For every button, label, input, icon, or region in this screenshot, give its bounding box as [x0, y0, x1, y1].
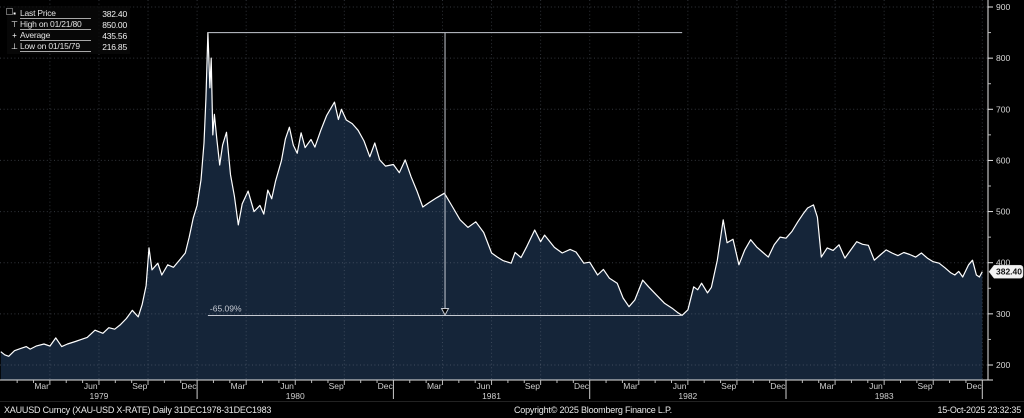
x-month-label: Jun — [84, 381, 98, 391]
x-month-label: Mar — [34, 381, 49, 391]
price-area-fill — [0, 32, 983, 380]
x-year-label: 1983 — [875, 391, 894, 401]
x-month-label: Dec — [378, 381, 394, 391]
x-month-label: Dec — [181, 381, 197, 391]
x-month-label: Sep — [525, 381, 540, 391]
x-month-label: Mar — [623, 381, 638, 391]
y-axis-label: 400 — [996, 258, 1010, 268]
legend-expand-box[interactable] — [6, 8, 13, 15]
x-month-label: Dec — [574, 381, 590, 391]
chart-legend: ▪ Last Price 382.40 ⊤ High on 01/21/80 8… — [6, 6, 130, 54]
timestamp: 15-Oct-2025 23:32:35 — [937, 405, 1021, 415]
legend-row-high[interactable]: ⊤ High on 01/21/80 850.00 — [9, 19, 127, 30]
legend-label: Low on 01/15/79 — [20, 41, 91, 52]
ruler-percent-label: -65.09% — [210, 303, 242, 313]
x-month-label: Sep — [917, 381, 932, 391]
x-month-label: Jun — [280, 381, 294, 391]
security-description: XAUUSD Curncy (XAU-USD X-RATE) Daily 31D… — [4, 405, 272, 415]
y-axis-label: 800 — [996, 53, 1010, 63]
average-marker-icon: + — [12, 30, 17, 40]
y-axis-label: 700 — [996, 104, 1010, 114]
x-month-label: Dec — [770, 381, 786, 391]
legend-row-low[interactable]: ⊥ Low on 01/15/79 216.85 — [9, 41, 127, 52]
status-bar: XAUUSD Curncy (XAU-USD X-RATE) Daily 31D… — [0, 401, 1024, 418]
y-axis-label: 600 — [996, 155, 1010, 165]
legend-label: Average — [20, 30, 91, 41]
down-arrow-icon — [440, 307, 450, 317]
x-year-label: 1979 — [89, 391, 108, 401]
legend-label: Last Price — [20, 8, 91, 19]
x-year-label: 1982 — [678, 391, 697, 401]
last-price-badge — [988, 264, 1024, 279]
x-month-label: Jun — [869, 381, 883, 391]
x-month-label: Sep — [329, 381, 344, 391]
legend-value: 216.85 — [102, 41, 127, 52]
legend-label: High on 01/21/80 — [20, 19, 91, 30]
price-chart[interactable]: -65.09% 200 300 400 500 600 700 800 900 Mar Jun Sep… — [0, 0, 1024, 401]
x-month-label: Dec — [967, 381, 983, 391]
legend-value: 850.00 — [102, 19, 127, 30]
x-year-label: 1981 — [482, 391, 501, 401]
last-price-marker-icon: ▪ — [13, 8, 16, 18]
y-axis-label: 900 — [996, 2, 1010, 12]
x-month-label: Jun — [673, 381, 687, 391]
y-axis-label: 300 — [996, 309, 1010, 319]
copyright-text: Copyright© 2025 Bloomberg Finance L.P. — [514, 405, 672, 415]
y-axis-label: 500 — [996, 207, 1010, 217]
x-month-label: Sep — [132, 381, 147, 391]
last-price-badge-label: 382.40 — [996, 267, 1022, 277]
legend-value: 435.56 — [102, 30, 127, 41]
x-month-label: Mar — [231, 381, 246, 391]
x-month-label: Mar — [820, 381, 835, 391]
x-year-label: 1980 — [286, 391, 305, 401]
price-line — [0, 32, 983, 357]
low-marker-icon: ⊥ — [11, 41, 18, 51]
legend-row-average[interactable]: + Average 435.56 — [9, 30, 127, 41]
x-month-label: Sep — [721, 381, 736, 391]
legend-value: 382.40 — [102, 8, 127, 19]
high-marker-icon: ⊤ — [11, 19, 18, 29]
y-axis-label: 200 — [996, 360, 1010, 370]
x-month-label: Mar — [427, 381, 442, 391]
x-month-label: Jun — [476, 381, 490, 391]
legend-row-last-price[interactable]: ▪ Last Price 382.40 — [9, 8, 127, 19]
